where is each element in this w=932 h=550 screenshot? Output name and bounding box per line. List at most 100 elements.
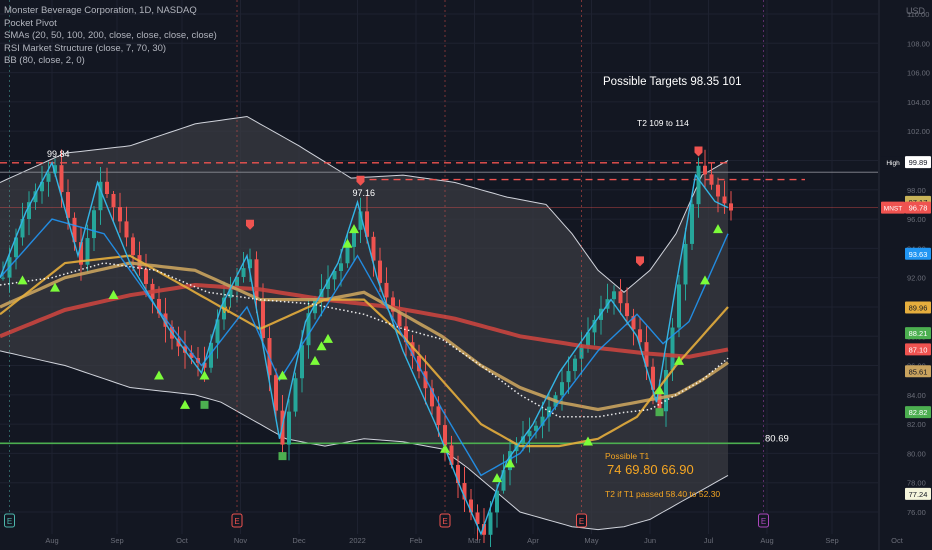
price-axis[interactable]: 76.0078.0080.0082.0084.0086.0088.0090.00…	[878, 0, 932, 550]
price-tick-label[interactable]: 106.00	[907, 69, 930, 78]
earnings-badge-letter[interactable]: E	[7, 517, 12, 526]
pivot-dotted-line	[0, 262, 729, 418]
time-tick-label[interactable]: Dec	[292, 536, 306, 545]
time-axis[interactable]: Aug Sep Oct Nov Dec 2022 Feb Mar Apr May Jun Jul Aug…	[45, 536, 903, 545]
price-tag-value[interactable]: 89.96	[909, 304, 928, 313]
sell-signal-marker	[636, 256, 644, 267]
earnings-badge[interactable]	[4, 513, 15, 528]
time-tick-label[interactable]: Apr	[527, 536, 539, 545]
candle-body	[638, 329, 642, 343]
symbol-title[interactable]: Monster Beverage Corporation, 1D, NASDAQ	[4, 5, 197, 16]
price-tag-value[interactable]: 87.10	[909, 345, 928, 354]
price-tag-value[interactable]: 99.89	[909, 158, 928, 167]
time-tick-label[interactable]: Oct	[176, 536, 189, 545]
time-tick-label[interactable]: May	[584, 536, 598, 545]
candle-body	[1, 277, 5, 279]
price-tag-value[interactable]: 93.63	[909, 250, 928, 259]
price-tag-value[interactable]: 88.21	[909, 329, 928, 338]
price-tag-value[interactable]: 96.78	[909, 204, 928, 213]
price-tick-label[interactable]: 110.00	[907, 10, 929, 19]
time-tick-label[interactable]: Mar	[468, 536, 481, 545]
price-tick-label[interactable]: 78.00	[907, 479, 926, 488]
time-tick-label[interactable]: Oct	[891, 536, 904, 545]
price-tag-bg[interactable]	[905, 343, 931, 356]
price-tag-value[interactable]: 77.24	[909, 490, 928, 499]
earnings-badge-letter[interactable]: E	[761, 517, 766, 526]
candle-body	[53, 165, 57, 174]
price-tag-label[interactable]: High	[886, 160, 900, 167]
price-tick-label[interactable]: 108.00	[907, 39, 930, 48]
time-tick-label[interactable]: Aug	[760, 536, 773, 545]
price-tick-label[interactable]: 98.00	[907, 186, 926, 195]
time-tick-label[interactable]: 2022	[349, 536, 366, 545]
price-tick-label[interactable]: 102.00	[907, 127, 930, 136]
time-tick-label[interactable]: Sep	[825, 536, 838, 545]
earnings-badge-letter[interactable]: E	[234, 517, 239, 526]
indicator-bb[interactable]: BB (80, close, 2, 0)	[4, 55, 85, 66]
price-tag-bg[interactable]	[905, 301, 931, 314]
price-tick-label[interactable]: 92.00	[907, 274, 926, 283]
price-tag-bg[interactable]	[905, 156, 931, 169]
price-tick-label[interactable]: 104.00	[907, 98, 930, 107]
indicator-rsi-structure[interactable]: RSI Market Structure (close, 7, 70, 30)	[4, 42, 167, 54]
candle-body	[293, 378, 298, 412]
price-tick-label[interactable]: 80.00	[907, 449, 926, 458]
time-tick-label[interactable]: Sep	[110, 536, 123, 545]
candle-body	[339, 263, 343, 272]
buy-signal-triangle	[700, 275, 710, 285]
peak-label-2: 97.16	[353, 188, 376, 198]
candle-body	[40, 181, 44, 192]
price-tag-bg[interactable]	[905, 406, 931, 419]
signal-markers	[17, 146, 723, 483]
zigzag-structure	[0, 160, 729, 536]
time-tick-label[interactable]: Nov	[234, 536, 248, 545]
earnings-badge-letter[interactable]: E	[442, 517, 447, 526]
price-tag-value[interactable]: 82.82	[909, 408, 928, 417]
candle-body	[677, 284, 681, 328]
zigzag-line	[0, 160, 729, 536]
earnings-badge-letter[interactable]: E	[579, 517, 584, 526]
buy-signal-triangle	[316, 341, 327, 351]
candle-body	[59, 165, 64, 193]
candle-body	[664, 369, 668, 412]
time-tick-label[interactable]: Feb	[410, 536, 423, 545]
candle-body	[683, 243, 688, 285]
price-tick-label[interactable]: 84.00	[907, 391, 926, 400]
candle-body	[131, 237, 135, 256]
candle-body	[566, 371, 571, 383]
time-tick-label[interactable]: Jun	[644, 536, 656, 545]
price-tick-label[interactable]: 96.00	[907, 215, 926, 224]
earnings-badge[interactable]	[231, 513, 243, 528]
earnings-badge[interactable]	[439, 513, 451, 528]
candle-body	[501, 470, 506, 491]
earnings-badge[interactable]	[758, 513, 769, 528]
candle-body	[709, 174, 714, 185]
candle-body	[20, 218, 25, 238]
price-tag-label-bg[interactable]	[881, 156, 905, 169]
moving-averages	[0, 218, 729, 477]
candle-body	[417, 355, 421, 372]
buy-signal-triangle	[154, 370, 164, 380]
price-tag-bg[interactable]	[905, 487, 931, 500]
price-tag-value[interactable]: 85.61	[909, 367, 928, 376]
buy-signal-triangle	[342, 238, 353, 248]
candle-body	[118, 207, 122, 222]
price-tag-bg[interactable]	[905, 365, 931, 378]
candle-body	[521, 436, 525, 443]
price-tag-bg[interactable]	[905, 201, 931, 214]
price-tick-label[interactable]: 82.00	[907, 420, 926, 429]
time-tick-label[interactable]: Aug	[45, 536, 58, 545]
price-tag-bg[interactable]	[905, 327, 931, 340]
price-tag-label[interactable]: MNST	[884, 206, 902, 213]
indicator-pocket-pivot[interactable]: Pocket Pivot	[4, 17, 57, 29]
indicator-smas[interactable]: SMAs (20, 50, 100, 200, close, close, cl…	[4, 30, 217, 41]
price-tick-label[interactable]: 76.00	[907, 508, 926, 517]
price-tag-label-bg[interactable]	[881, 201, 905, 214]
candle-body	[72, 217, 77, 243]
time-tick-label[interactable]: Jul	[704, 536, 714, 545]
price-tag-bg[interactable]	[905, 247, 931, 260]
earnings-badge[interactable]	[576, 513, 587, 528]
candle-body	[651, 366, 655, 390]
